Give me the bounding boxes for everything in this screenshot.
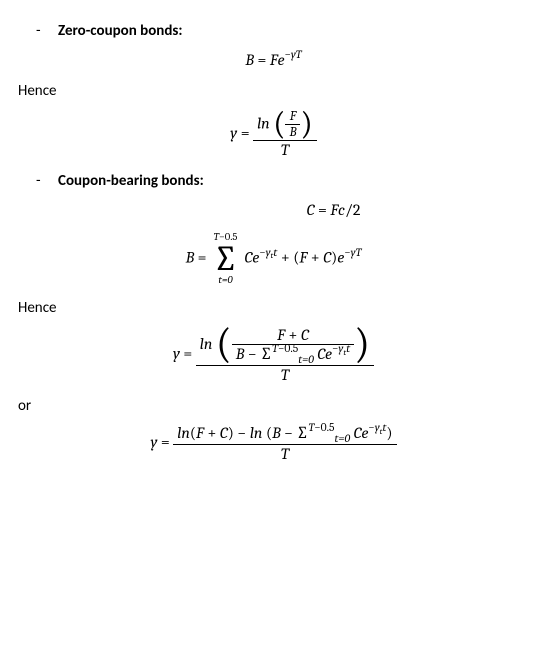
eq-coupon-amount: C = Fc/2 bbox=[18, 202, 529, 218]
eq6-B: B bbox=[272, 424, 281, 442]
eq6-minus2: − bbox=[281, 424, 297, 442]
eq6-ln2: ln bbox=[250, 424, 263, 442]
coupon-bearing-heading: - Coupon-bearing bonds: bbox=[18, 172, 529, 190]
eq4-exp1-tsub: t bbox=[271, 252, 274, 261]
bullet-dash: - bbox=[36, 22, 41, 40]
eq5-inner-frac: F + C B − ∑T−0.5t=0 Ce−ytt bbox=[232, 327, 354, 364]
eq1-lhs: B bbox=[245, 51, 254, 69]
eq-coupon-yield-form2: y = ln(F + C) − ln (B − ∑T−0.5t=0 Ce−ytt… bbox=[18, 425, 529, 462]
eq5-equals: = bbox=[180, 345, 196, 363]
eq5-den-exp-t: t bbox=[346, 342, 350, 355]
eq2-T: T bbox=[253, 140, 317, 158]
eq4-plus2: + bbox=[307, 249, 323, 267]
eq2-equals: = bbox=[237, 124, 253, 142]
eq3-slash: / bbox=[345, 201, 353, 219]
eq2-F: F bbox=[285, 110, 300, 124]
or-connector: or bbox=[18, 397, 529, 415]
eq5-den-C: C bbox=[314, 345, 325, 363]
eq-coupon-bond-price: B = T−0.5 ∑ t=0 Ce−ytt + (F + C)e−yT bbox=[18, 232, 529, 285]
bullet-dash-2: - bbox=[36, 172, 41, 190]
eq-zero-coupon-yield: y = ln (FB) T bbox=[18, 110, 529, 158]
eq4-C2: C bbox=[323, 249, 331, 267]
eq5-den-sum-lo: t=0 bbox=[298, 353, 314, 366]
eq5-den-e: e bbox=[325, 345, 332, 363]
eq6-exp-y: y bbox=[375, 421, 380, 434]
eq5-y: y bbox=[173, 345, 180, 363]
eq3-two: 2 bbox=[353, 201, 361, 219]
eq-coupon-yield-form1: y = ln ( F + C B − ∑T−0.5t=0 Ce−ytt ) T bbox=[18, 327, 529, 383]
eq4-exp1-y: y bbox=[266, 246, 271, 259]
eq6-equals: = bbox=[157, 433, 173, 451]
eq4-exp2-T: T bbox=[356, 246, 362, 259]
eq2-ln: ln bbox=[257, 114, 270, 132]
eq2-inner-frac: FB bbox=[285, 110, 300, 139]
eq-zero-coupon-price: B = Fe−yT bbox=[18, 52, 529, 68]
eq6-sum-lo: t=0 bbox=[334, 432, 350, 445]
eq6-F: F bbox=[196, 424, 204, 442]
eq3-F: F bbox=[330, 201, 338, 219]
eq3-C: C bbox=[307, 201, 315, 219]
eq5-den-minus: − bbox=[244, 345, 260, 363]
eq6-plus: + bbox=[204, 424, 220, 442]
eq6-close2: ) bbox=[386, 424, 392, 442]
eq1-equals: = bbox=[254, 51, 270, 69]
eq2-fraction: ln (FB) T bbox=[253, 110, 317, 158]
eq6-minus: − bbox=[234, 424, 250, 442]
eq5-den-exp-tsub: t bbox=[343, 349, 346, 358]
hence-2: Hence bbox=[18, 299, 529, 317]
eq4-B: B bbox=[186, 249, 195, 267]
eq6-ln1: ln bbox=[177, 424, 190, 442]
eq4-exp1-t: t bbox=[273, 246, 277, 259]
eq4-plus: + bbox=[277, 249, 293, 267]
heading-text-2: Coupon-bearing bonds: bbox=[58, 172, 204, 190]
eq4-equals: = bbox=[194, 249, 210, 267]
eq4-sigma: T−0.5 ∑ t=0 bbox=[213, 232, 238, 285]
eq5-outer-frac: ln ( F + C B − ∑T−0.5t=0 Ce−ytt ) T bbox=[196, 327, 374, 383]
eq3-equals: = bbox=[315, 201, 331, 219]
zero-coupon-heading: - Zero-coupon bonds: bbox=[18, 22, 529, 40]
eq6-frac: ln(F + C) − ln (B − ∑T−0.5t=0 Ce−ytt) T bbox=[173, 425, 396, 462]
eq5-num-C: C bbox=[301, 326, 309, 344]
eq3-c: c bbox=[338, 201, 345, 219]
eq6-exp-t: t bbox=[382, 421, 386, 434]
eq6-T: T bbox=[173, 444, 396, 462]
eq5-den-sum-up-rest: −0.5 bbox=[278, 342, 298, 355]
hence-1: Hence bbox=[18, 82, 529, 100]
eq6-open2: ( bbox=[262, 424, 272, 442]
eq1-exp-T: T bbox=[296, 48, 302, 61]
heading-text: Zero-coupon bonds: bbox=[58, 22, 183, 40]
eq6-C: C bbox=[220, 424, 228, 442]
eq5-ln: ln bbox=[200, 335, 213, 353]
eq2-B: B bbox=[285, 124, 300, 139]
eq6-C2: C bbox=[350, 424, 361, 442]
eq6-sum-up-rest: −0.5 bbox=[314, 421, 334, 434]
